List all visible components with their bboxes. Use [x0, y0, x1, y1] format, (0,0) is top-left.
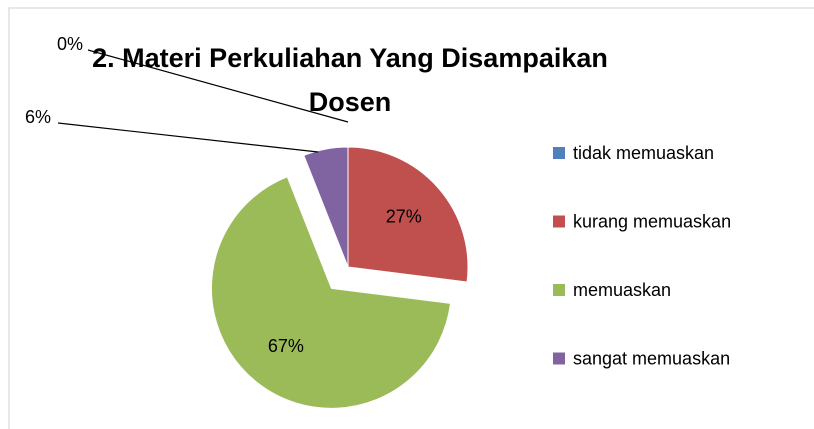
- legend-label: tidak memuaskan: [573, 143, 714, 163]
- legend-swatch: [553, 215, 565, 228]
- data-label: 27%: [386, 207, 422, 227]
- legend-swatch: [553, 284, 565, 296]
- pie-slice: [303, 146, 349, 268]
- legend-label: kurang memuaskan: [573, 211, 731, 231]
- legend-swatch: [553, 147, 565, 159]
- legend-swatch: [553, 352, 565, 365]
- chart-border: [8, 7, 814, 429]
- leader-line: [87, 49, 349, 123]
- chart-title: 2. Materi Perkuliahan Yang Disampaikan D…: [92, 43, 608, 117]
- pie-slice: [210, 176, 452, 409]
- data-label: 6%: [25, 107, 51, 127]
- legend-label: memuaskan: [573, 280, 671, 300]
- data-label: 0%: [57, 34, 83, 54]
- leader-line: [57, 122, 319, 153]
- data-label: 67%: [268, 336, 304, 356]
- pie-slice: [347, 146, 469, 283]
- legend-label: sangat memuaskan: [573, 348, 730, 368]
